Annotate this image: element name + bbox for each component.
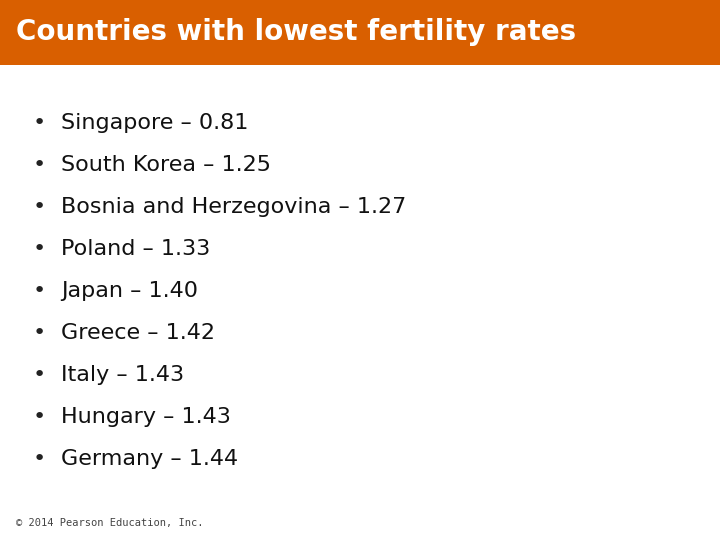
- Text: Greece – 1.42: Greece – 1.42: [61, 323, 215, 343]
- Text: Hungary – 1.43: Hungary – 1.43: [61, 407, 231, 427]
- Text: Japan – 1.40: Japan – 1.40: [61, 281, 198, 301]
- Text: Bosnia and Herzegovina – 1.27: Bosnia and Herzegovina – 1.27: [61, 197, 407, 217]
- Text: Singapore – 0.81: Singapore – 0.81: [61, 113, 248, 133]
- Text: •: •: [33, 113, 46, 133]
- Text: •: •: [33, 364, 46, 384]
- Text: © 2014 Pearson Education, Inc.: © 2014 Pearson Education, Inc.: [16, 518, 203, 528]
- Text: •: •: [33, 197, 46, 217]
- Text: •: •: [33, 154, 46, 175]
- Text: •: •: [33, 281, 46, 301]
- Text: South Korea – 1.25: South Korea – 1.25: [61, 154, 271, 175]
- Text: •: •: [33, 239, 46, 259]
- Text: •: •: [33, 449, 46, 469]
- Text: •: •: [33, 407, 46, 427]
- Text: •: •: [33, 323, 46, 343]
- Text: Italy – 1.43: Italy – 1.43: [61, 364, 184, 384]
- Text: Countries with lowest fertility rates: Countries with lowest fertility rates: [16, 18, 576, 46]
- Text: Poland – 1.33: Poland – 1.33: [61, 239, 210, 259]
- Text: Germany – 1.44: Germany – 1.44: [61, 449, 238, 469]
